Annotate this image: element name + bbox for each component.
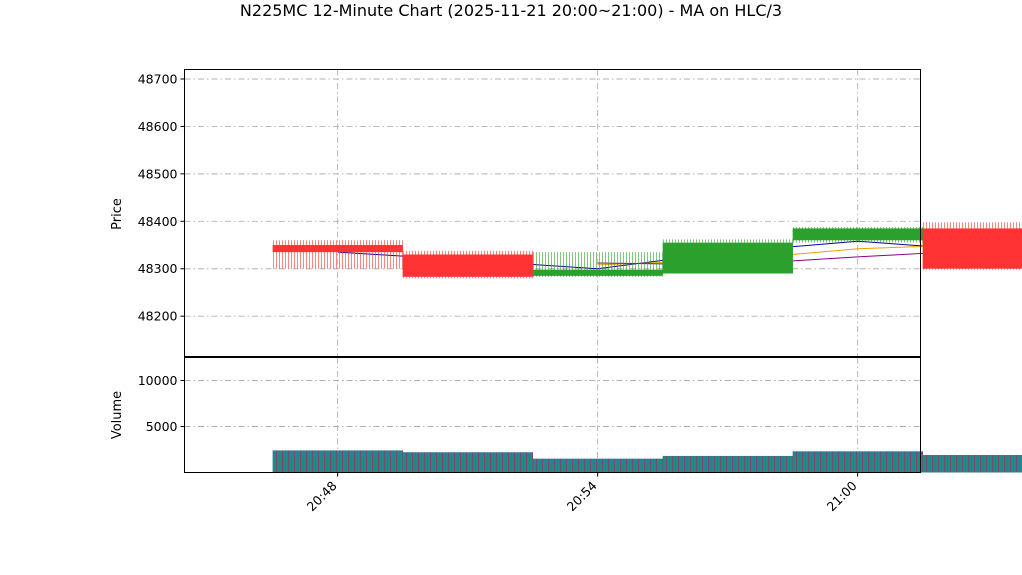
volume-bar-fill — [792, 451, 923, 473]
price-y-tick-label: 48500 — [138, 166, 178, 181]
volume-bar-fill — [272, 450, 403, 473]
volume-grid — [184, 357, 921, 473]
x-tick-label: 20:54 — [564, 478, 600, 514]
candle — [922, 222, 1022, 270]
price-y-tick-label: 48300 — [138, 261, 178, 276]
moving-average-lines — [337, 240, 1022, 270]
candle — [272, 240, 403, 269]
price-axis-label: Price — [110, 198, 125, 230]
volume-bars — [272, 450, 1022, 473]
candle — [662, 239, 793, 274]
volume-bar — [402, 452, 534, 473]
price-y-tick-label: 48400 — [138, 214, 178, 229]
candlesticks — [272, 222, 1022, 279]
volume-panel: 5000 10000 Volume — [110, 357, 1022, 473]
volume-bar — [532, 458, 664, 473]
candle — [792, 226, 923, 243]
candle — [402, 250, 533, 279]
price-y-tick-label: 48700 — [138, 71, 178, 86]
candle — [532, 252, 663, 277]
x-tick-label: 20:48 — [304, 478, 340, 514]
candle-body — [272, 245, 403, 253]
volume-y-tick-label: 10000 — [138, 373, 178, 388]
price-panel: 48200 48300 48400 48500 48600 48700 Price — [110, 69, 1022, 357]
volume-bar — [272, 450, 404, 473]
price-y-tick-label: 48200 — [138, 309, 178, 324]
price-panel-frame — [184, 69, 921, 357]
price-y-tick-label: 48600 — [138, 119, 178, 134]
moving-average-line — [337, 240, 1022, 270]
volume-bar — [792, 451, 924, 473]
volume-bar-fill — [532, 458, 663, 473]
candle-body — [532, 269, 663, 276]
volume-axis-label: Volume — [110, 391, 125, 439]
volume-bar-fill — [662, 455, 793, 473]
volume-bar-fill — [402, 452, 533, 473]
candle-body — [402, 254, 533, 277]
candle-body — [662, 242, 793, 274]
volume-panel-frame — [184, 357, 921, 473]
x-tick-label: 21:00 — [824, 478, 860, 514]
volume-y-ticks: 5000 10000 — [138, 373, 185, 434]
chart-title: N225MC 12-Minute Chart (2025-11-21 20:00… — [240, 1, 782, 20]
candle-body — [922, 228, 1022, 269]
price-y-ticks: 48200 48300 48400 48500 48600 48700 — [138, 71, 185, 324]
volume-y-tick-label: 5000 — [146, 419, 178, 434]
volume-bar — [922, 455, 1022, 473]
volume-bar — [662, 455, 794, 473]
volume-bar-fill — [922, 455, 1022, 473]
candle-body — [792, 228, 923, 241]
price-grid — [184, 69, 921, 357]
